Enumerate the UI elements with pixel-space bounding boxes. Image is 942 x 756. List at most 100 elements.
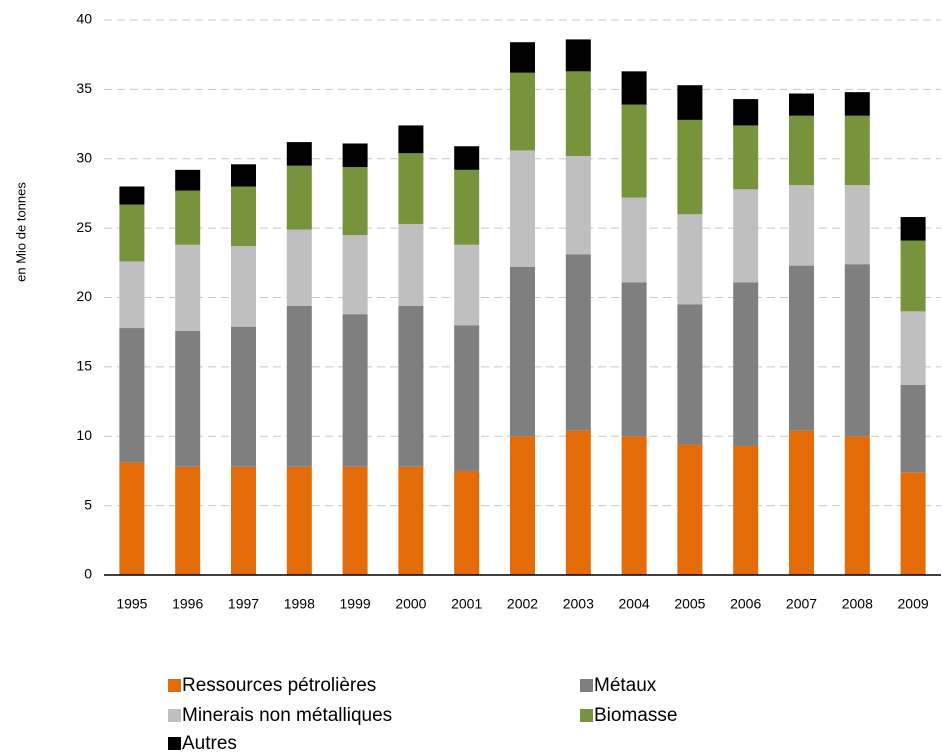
x-tick-label: 2004 [619, 596, 650, 612]
bar-segment [510, 42, 535, 73]
legend-swatch [168, 737, 181, 750]
bar-segment [900, 217, 926, 241]
bar-segment [565, 254, 591, 431]
legend-label: Métaux [594, 675, 657, 696]
x-tick-label: 1995 [116, 596, 147, 612]
legend: Ressources pétrolières Métaux Minerais non… [168, 675, 677, 754]
bar-segment [789, 93, 814, 116]
x-tick-label: 2008 [842, 596, 873, 612]
bar-segment [119, 462, 145, 575]
bar-segment [342, 466, 368, 575]
bar-segment [565, 430, 591, 575]
legend-label: Minerais non métalliques [182, 705, 392, 726]
bar-segment [454, 169, 480, 245]
y-tick-label: 10 [76, 427, 92, 443]
y-tick-label: 30 [76, 149, 92, 165]
bar-segment [565, 71, 591, 156]
bar-segment [342, 314, 368, 467]
x-tick-label: 2000 [395, 596, 426, 612]
bar-segment [231, 466, 256, 575]
bar-segment [733, 189, 759, 283]
bar-segment [231, 246, 256, 327]
bar-segment [231, 326, 256, 467]
x-tick-label: 1997 [228, 596, 259, 612]
x-tick-label: 1999 [340, 596, 371, 612]
bar-segment [900, 311, 926, 385]
y-tick-label: 15 [76, 358, 92, 374]
bar-segment [789, 265, 814, 431]
bar-segment [733, 99, 759, 126]
y-tick-label: 0 [84, 566, 92, 582]
x-tick-label: 2002 [507, 596, 538, 612]
bar-segment [510, 436, 535, 575]
x-tick-label: 2007 [786, 596, 817, 612]
bar-segment [844, 185, 870, 265]
bar-segment [454, 146, 480, 170]
y-tick-label: 25 [76, 219, 92, 235]
bar-segment [565, 155, 591, 255]
x-tick-label: 1996 [172, 596, 203, 612]
bar-segment [454, 470, 480, 575]
bar-segment [342, 235, 368, 315]
legend-label: Biomasse [594, 705, 677, 726]
bar-segment [286, 229, 312, 306]
bar-segment [621, 104, 647, 198]
bar-segment [621, 71, 647, 105]
bar-segment [286, 466, 312, 575]
bar-segment [175, 466, 201, 575]
bar-segment [175, 169, 201, 191]
bar-segment [844, 436, 870, 575]
bar-segment [286, 305, 312, 467]
bar-segment [175, 244, 201, 331]
bar-segment [119, 328, 145, 463]
bar-segment [900, 240, 926, 312]
legend-swatch [168, 679, 181, 692]
y-tick-label: 35 [76, 80, 92, 96]
legend-label: Ressources pétrolières [182, 675, 376, 696]
legend-label: Autres [182, 733, 237, 754]
x-tick-label: 1998 [284, 596, 315, 612]
x-tick-label: 2005 [674, 596, 705, 612]
y-tick-label: 40 [76, 11, 92, 27]
bar-segment [398, 466, 424, 575]
bar-segment [454, 325, 480, 471]
bar-segment [565, 39, 591, 72]
bar-segment [789, 185, 814, 266]
bar-segment [510, 150, 535, 267]
legend-swatch [580, 679, 593, 692]
bar-segment [398, 305, 424, 467]
bar-segment [398, 125, 424, 154]
bar-segment [286, 142, 312, 166]
bar-segment [398, 223, 424, 306]
bar-segment [844, 264, 870, 437]
bar-segment [621, 436, 647, 575]
bar-segment [231, 186, 256, 247]
x-tick-label: 2009 [898, 596, 929, 612]
bar-segment [900, 384, 926, 473]
bar-segment [900, 472, 926, 575]
bar-segment [677, 304, 703, 445]
bar-segment [677, 444, 703, 575]
bar-segment [454, 244, 480, 326]
legend-swatch [580, 709, 593, 722]
bar-segment [398, 153, 424, 224]
legend-swatch [168, 709, 181, 722]
bar-segment [733, 125, 759, 190]
bar-segment [286, 165, 312, 230]
bar-segment [733, 445, 759, 575]
y-tick-label: 5 [84, 496, 92, 512]
bar-segment [844, 92, 870, 116]
bar-segment [119, 186, 145, 205]
bar-segment [677, 119, 703, 215]
bar-segment [175, 330, 201, 467]
bar-segment [510, 72, 535, 151]
bar-segment [342, 143, 368, 168]
bar-segment [231, 164, 256, 187]
x-tick-label: 2003 [563, 596, 594, 612]
bar-segment [844, 115, 870, 186]
bar-segment [119, 204, 145, 262]
bar-segment [119, 261, 145, 329]
bar-segment [621, 197, 647, 283]
bar-segment [510, 266, 535, 437]
